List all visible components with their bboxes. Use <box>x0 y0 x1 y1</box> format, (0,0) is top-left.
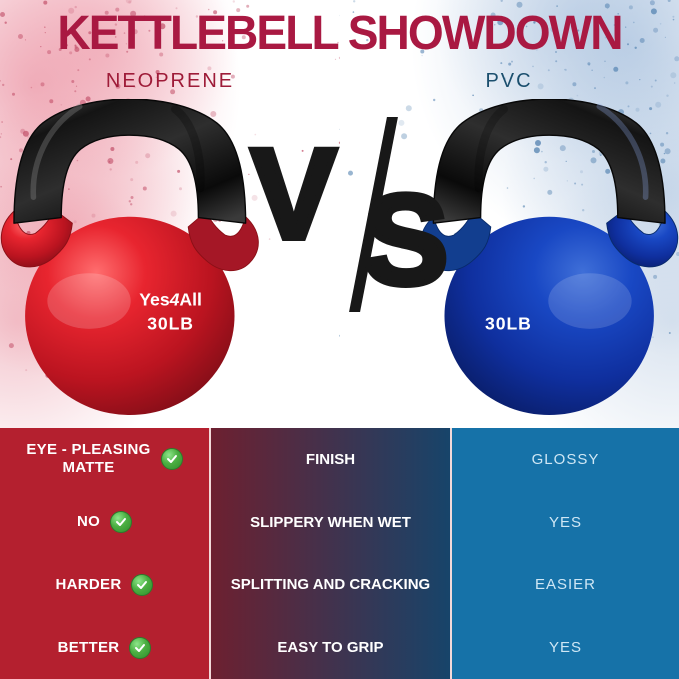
svg-text:30LB: 30LB <box>147 314 194 334</box>
svg-text:30LB: 30LB <box>485 314 532 334</box>
svg-text:Yes4All: Yes4All <box>139 290 202 310</box>
